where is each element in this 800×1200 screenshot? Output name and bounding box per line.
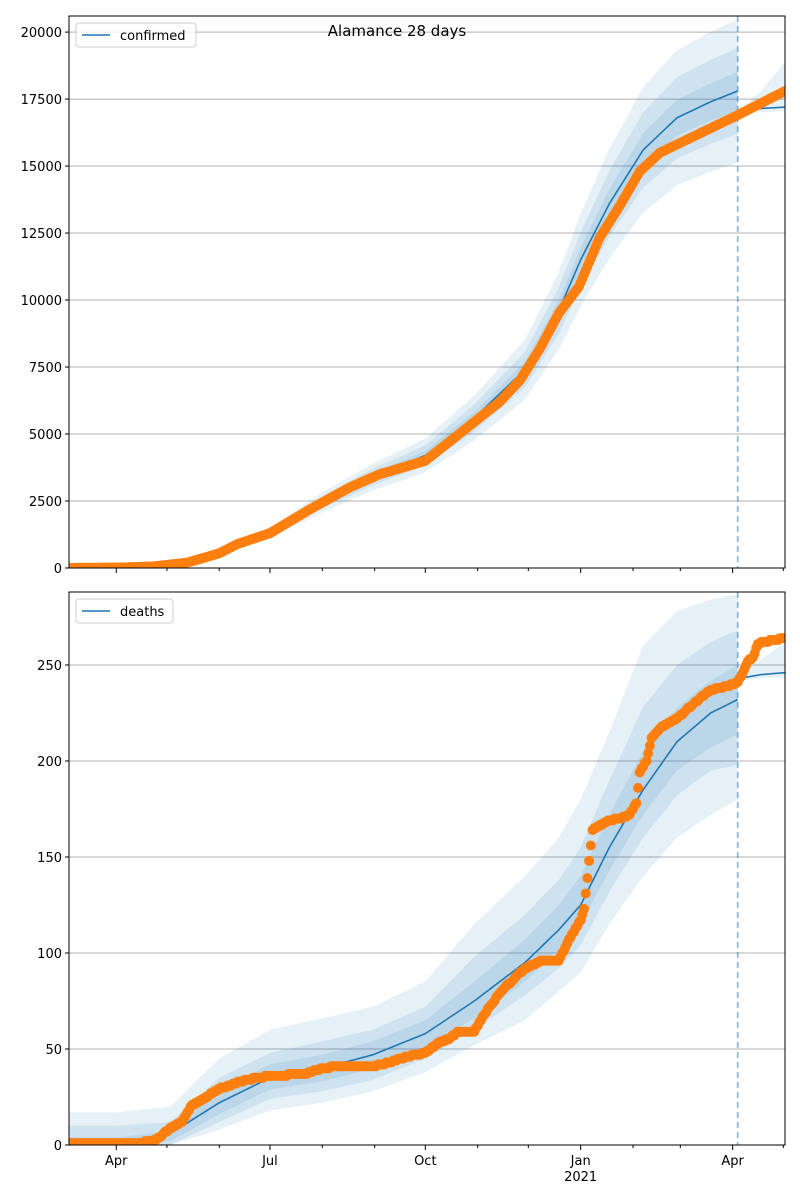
y-tick-label: 250 <box>37 659 62 674</box>
x-tick-label: Jul <box>261 1154 278 1169</box>
observed-point <box>631 798 642 809</box>
plot-area <box>69 16 785 568</box>
band-outer <box>69 593 738 1145</box>
observed-point <box>579 903 590 914</box>
observed-point <box>633 782 644 793</box>
observed-point <box>780 86 785 97</box>
observed-point <box>644 740 655 751</box>
y-tick-label: 50 <box>45 1043 62 1058</box>
observed-point <box>641 755 652 766</box>
forecast-line <box>739 671 785 680</box>
legend-box <box>75 22 197 48</box>
y-tick-label: 12500 <box>21 227 62 242</box>
y-tick-label: 150 <box>37 851 62 866</box>
y-tick-label: 17500 <box>21 93 62 108</box>
legend-box <box>75 598 174 624</box>
deaths-panel: 0 50 100 150 200 250 Apr Jul Oct Jan Apr 2021 deaths <box>37 591 786 1185</box>
x-tick-label: Apr <box>721 1154 744 1169</box>
chart-title: Alamance 28 days <box>328 22 467 40</box>
x-tick-label: Jan <box>570 1154 591 1169</box>
legend: confirmed <box>75 22 197 48</box>
x-tick-year-label: 2021 <box>564 1170 597 1185</box>
observed-point <box>584 855 595 866</box>
observed-point <box>580 888 591 899</box>
y-tick-label: 7500 <box>29 361 62 376</box>
axes-frame <box>68 15 786 569</box>
observed-point <box>643 748 654 759</box>
confirmed-panel: 0 2500 5000 7500 10000 12500 15000 17500 20000 co… <box>21 15 786 577</box>
plot-area <box>69 592 785 1145</box>
y-tick-label: 20000 <box>21 26 62 41</box>
observed-point <box>585 840 596 851</box>
y-tick-label: 0 <box>54 1139 62 1154</box>
observed-point <box>780 633 785 644</box>
x-tick-label: Apr <box>105 1154 128 1169</box>
observed-point <box>582 873 593 884</box>
forecast-band-outer <box>739 641 785 681</box>
legend-label: deaths <box>120 605 165 620</box>
legend: deaths <box>75 598 174 624</box>
band-outer <box>69 19 738 568</box>
y-tick-label: 5000 <box>29 428 62 443</box>
y-tick-label: 200 <box>37 755 62 770</box>
y-tick-label: 10000 <box>21 294 62 309</box>
x-tick-label: Oct <box>414 1154 436 1169</box>
legend-label: confirmed <box>120 29 186 44</box>
band-inner <box>69 664 738 1145</box>
y-tick-label: 2500 <box>29 495 62 510</box>
y-tick-label: 100 <box>37 947 62 962</box>
y-tick-label: 0 <box>54 562 62 577</box>
y-tick-label: 15000 <box>21 160 62 175</box>
band-inner <box>69 71 738 568</box>
axes-frame <box>68 591 786 1146</box>
